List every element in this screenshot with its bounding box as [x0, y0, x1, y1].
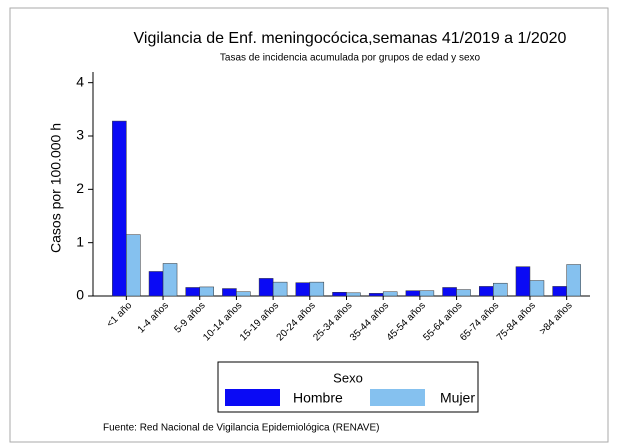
bar [382, 291, 398, 297]
bar [332, 292, 347, 297]
bar [368, 293, 384, 297]
legend-title: Sexo [333, 370, 363, 385]
legend-label: Hombre [293, 390, 343, 406]
bar [162, 263, 178, 297]
legend-label: Mujer [440, 390, 475, 406]
chart-subtitle: Tasas de incidencia acumulada por grupos… [220, 53, 481, 64]
bar [258, 278, 274, 297]
bar [419, 290, 435, 297]
bar [112, 120, 127, 297]
legend-swatch [225, 389, 280, 406]
bar [222, 288, 237, 297]
bar [272, 281, 288, 297]
bar [126, 234, 141, 297]
chart-title: Vigilancia de Enf. meningocócica,semanas… [134, 30, 567, 47]
y-tick-label: 3 [76, 127, 84, 143]
y-tick-label: 0 [76, 287, 84, 303]
bar [405, 290, 421, 297]
y-tick-label: 4 [76, 73, 84, 89]
bar [566, 264, 581, 297]
source-note: Fuente: Red Nacional de Vigilancia Epide… [103, 423, 379, 434]
bar [529, 280, 545, 297]
bar [236, 291, 251, 297]
bar [346, 292, 361, 297]
bar [515, 266, 531, 297]
y-tick-label: 2 [76, 180, 84, 196]
bar [295, 282, 311, 297]
legend-swatch [370, 389, 425, 406]
bar [493, 282, 508, 297]
bar [309, 281, 325, 297]
bar [456, 289, 471, 297]
bar [442, 287, 457, 297]
bar [185, 287, 200, 297]
bar [552, 286, 567, 297]
y-tick-label: 1 [76, 233, 84, 249]
bar [199, 286, 214, 297]
y-axis-label: Casos por 100.000 h [48, 123, 64, 253]
bar [479, 286, 494, 297]
bar [148, 271, 164, 297]
